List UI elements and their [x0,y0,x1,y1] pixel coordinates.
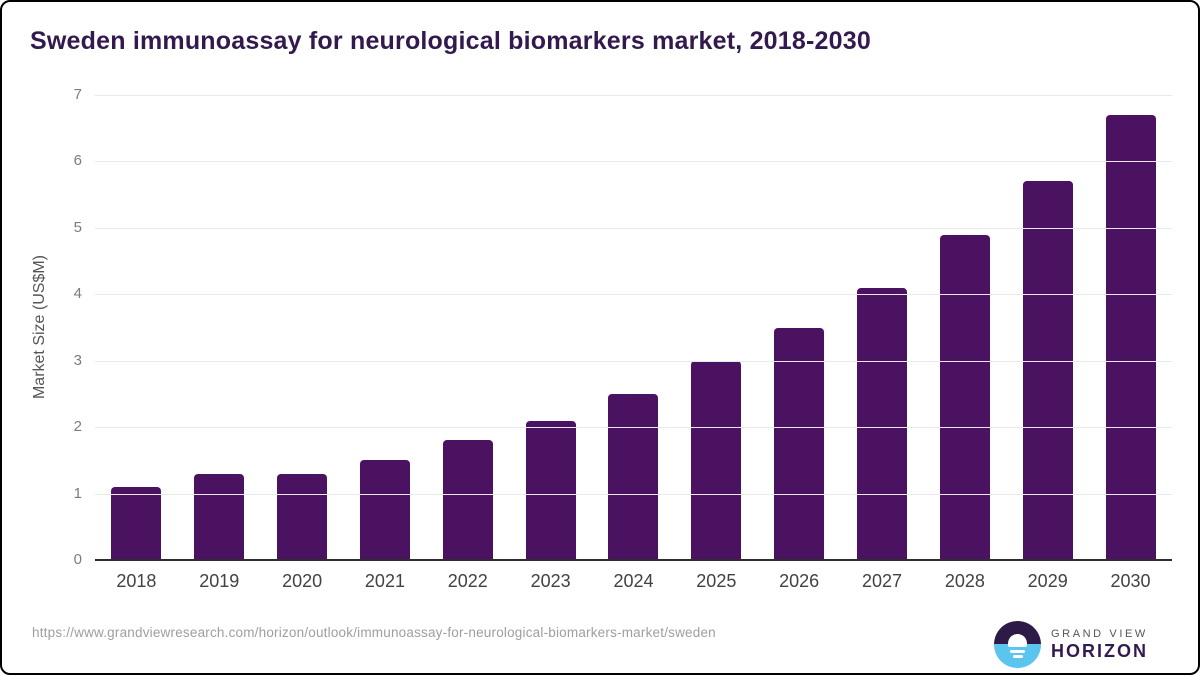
bar-2021[interactable] [359,460,410,560]
x-tick-label: 2029 [1027,571,1068,591]
bar-slot [426,95,509,560]
logo-product-name: HORIZON [1051,641,1148,661]
x-tick-label: 2019 [199,571,240,591]
gridline [95,95,1172,96]
bar-2028[interactable] [939,234,990,560]
bar-slot [841,95,924,560]
grand-view-horizon-logo: GRAND VIEW HORIZON [994,621,1148,668]
y-tick-label: 3 [73,351,82,369]
gridline [95,161,1172,163]
bar-slot [178,95,261,560]
bar-2020[interactable] [277,473,328,560]
x-tick-label: 2027 [861,571,903,591]
x-tick-label: 2020 [282,571,323,591]
y-tick-label: 5 [73,218,82,236]
plot-area: 2018 2019 2020 2021 2022 2023 2024 2025 2026 2027… [74,87,1172,591]
y-tick-label: 2 [73,418,82,436]
y-tick-label: 6 [73,152,82,170]
bar-slot [509,95,592,560]
x-tick-label: 2026 [779,571,820,591]
bar-slot [592,95,675,560]
gridline [95,427,1172,429]
gridline [95,227,1172,229]
horizon-sun-icon [994,621,1041,668]
gridline [95,493,1172,495]
y-axis-title: Market Size (US$M) [31,254,48,400]
gridline [95,294,1172,296]
x-tick-label: 2021 [364,571,405,591]
bar-2027[interactable] [857,287,908,560]
bar-slot [261,95,344,560]
y-tick-label: 4 [73,285,82,303]
x-tick-label: 2018 [116,571,157,591]
x-tick-label: 2025 [696,571,737,591]
y-tick-label: 0 [73,551,82,568]
bar-2023[interactable] [525,420,576,560]
x-tick-label: 2023 [530,571,571,591]
sun-reflection-line [1012,655,1023,658]
bar-2029[interactable] [1022,181,1073,560]
x-tick-label: 2028 [944,571,985,591]
bar-slot [923,95,1006,560]
bar-slot [1006,95,1089,560]
bar-2018[interactable] [111,486,162,560]
bar-slot [1089,95,1172,560]
source-url: https://www.grandviewresearch.com/horizo… [32,625,716,640]
x-tick-label: 2030 [1110,571,1151,591]
bar-2019[interactable] [194,473,245,560]
x-labels: 2018 2019 2020 2021 2022 2023 2024 2025 2026 2027… [95,571,1172,592]
x-tick-label: 2022 [447,571,488,591]
bar-slot [344,95,427,560]
y-tick-label: 1 [73,484,82,502]
bar-2030[interactable] [1105,114,1156,560]
bar-slot [758,95,841,560]
y-tick-label: 7 [73,86,82,103]
logo-brand-name: GRAND VIEW [1051,628,1148,640]
bars [95,95,1172,560]
sun-reflection-line [1010,650,1025,653]
sun-shape [1008,634,1027,647]
gridline [95,360,1172,362]
bar-slot [95,95,178,560]
bar-slot [675,95,758,560]
bar-2026[interactable] [774,327,825,560]
bar-2024[interactable] [608,393,659,560]
x-tick-label: 2024 [613,571,654,591]
x-axis-line [95,559,1172,561]
bar-2022[interactable] [442,440,493,560]
chart-title: Sweden immunoassay for neurological biom… [30,27,871,55]
logo-text: GRAND VIEW HORIZON [1051,627,1148,662]
bar-2025[interactable] [691,360,742,560]
